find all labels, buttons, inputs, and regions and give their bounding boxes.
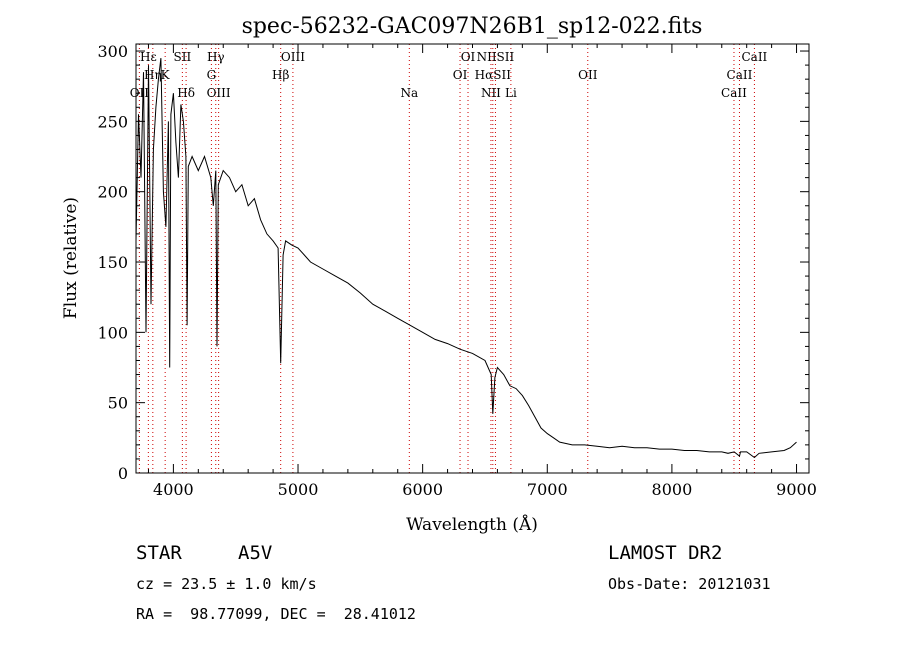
y-tick-label: 150 xyxy=(97,253,128,272)
y-tick-label: 0 xyxy=(118,464,128,483)
marker-label: K xyxy=(161,68,171,82)
marker-label: OIII xyxy=(281,50,305,64)
chart-title: spec-56232-GAC097N26B1_sp12-022.fits xyxy=(242,14,703,39)
redshift-text: cz = 23.5 ± 1.0 km/s xyxy=(136,575,317,593)
marker-label: Hδ xyxy=(177,86,195,100)
marker-label: Li xyxy=(505,86,517,100)
y-axis-label: Flux (relative) xyxy=(61,197,81,319)
coordinates: RA = 98.77099, DEC = 28.41012 xyxy=(136,605,416,623)
y-tick-label: 100 xyxy=(97,323,128,342)
x-tick-label: 7000 xyxy=(527,480,568,499)
marker-label: OI xyxy=(453,68,468,82)
marker-label: CaII xyxy=(741,50,767,64)
marker-label: Hε xyxy=(140,50,157,64)
x-tick-label: 6000 xyxy=(402,480,443,499)
x-axis: 4000 5000 6000 7000 8000 9000 xyxy=(147,44,817,499)
marker-label: SII xyxy=(174,50,192,64)
marker-label: Na xyxy=(400,86,418,100)
marker-label: OII xyxy=(578,68,598,82)
marker-label: HαSII xyxy=(475,68,512,82)
survey-name: LAMOST DR2 xyxy=(608,542,723,564)
marker-label: Hγ xyxy=(207,50,225,64)
plot-frame xyxy=(135,43,810,474)
marker-lines xyxy=(138,44,755,473)
y-axis: 0 50 100 150 200 250 300 xyxy=(97,42,809,483)
marker-label: CaII xyxy=(727,68,753,82)
marker-label: OI xyxy=(461,50,476,64)
x-tick-label: 8000 xyxy=(652,480,693,499)
x-tick-label: 9000 xyxy=(776,480,817,499)
subclass: A5V xyxy=(238,542,273,564)
marker-label: G xyxy=(207,68,217,82)
x-tick-label: 4000 xyxy=(153,480,194,499)
object-class: STAR xyxy=(136,542,182,564)
marker-label: Hβ xyxy=(272,68,289,82)
y-tick-label: 300 xyxy=(97,42,128,61)
marker-label: OIII xyxy=(207,86,231,100)
x-tick-label: 5000 xyxy=(278,480,319,499)
marker-label: CaII xyxy=(721,86,747,100)
y-tick-label: 250 xyxy=(97,112,128,131)
y-tick-label: 50 xyxy=(108,394,128,413)
y-tick-label: 200 xyxy=(97,183,128,202)
spectrum-line xyxy=(135,58,797,459)
x-axis-label: Wavelength (Å) xyxy=(406,514,538,535)
obs-date: Obs-Date: 20121031 xyxy=(608,575,771,593)
marker-label: NIISII xyxy=(477,50,515,64)
marker-label: NII xyxy=(481,86,501,100)
